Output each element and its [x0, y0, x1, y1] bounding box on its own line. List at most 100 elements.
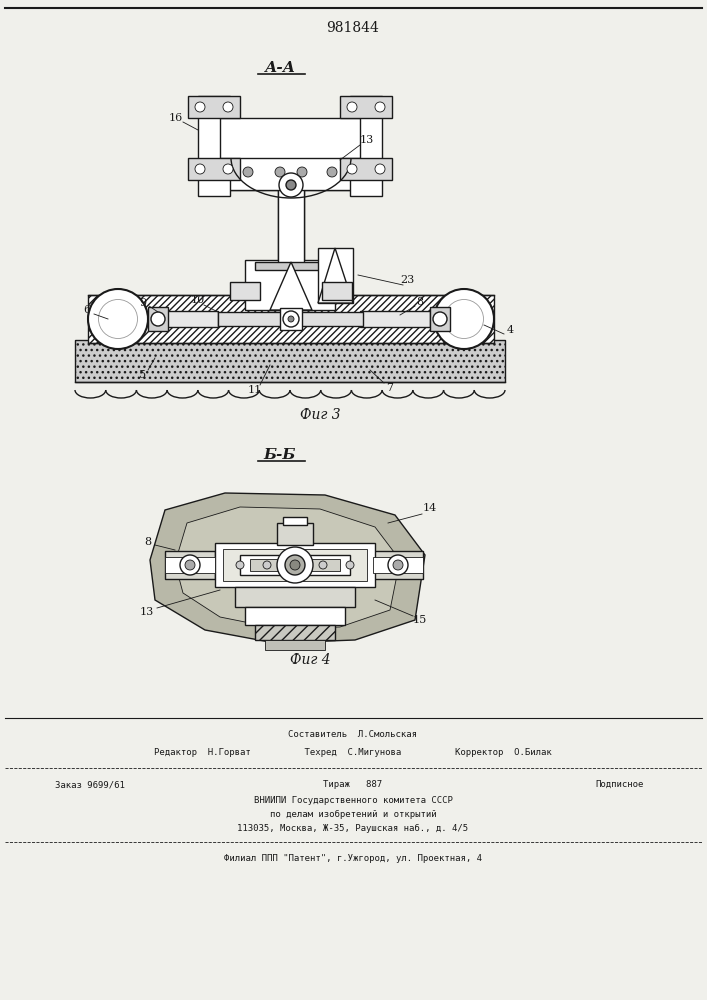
Circle shape [210, 167, 220, 177]
Bar [280, 308, 302, 330]
Text: 14: 14 [423, 503, 437, 513]
Bar [255, 262, 325, 270]
Bar [200, 155, 380, 190]
Text: 9: 9 [139, 298, 146, 308]
Circle shape [279, 173, 303, 197]
Text: 13: 13 [360, 135, 374, 145]
Bar [245, 260, 335, 310]
Circle shape [107, 308, 129, 330]
Bar [430, 307, 450, 331]
Text: Составитель  Л.Смольская: Составитель Л.Смольская [288, 730, 418, 739]
Bar [373, 551, 423, 579]
Circle shape [243, 167, 253, 177]
Circle shape [263, 561, 271, 569]
Text: 7: 7 [387, 383, 394, 393]
Text: 15: 15 [413, 615, 427, 625]
Circle shape [185, 560, 195, 570]
Bar [283, 517, 307, 525]
Bar [255, 625, 335, 640]
Bar [277, 523, 313, 545]
Polygon shape [75, 340, 505, 382]
Bar [188, 96, 240, 118]
Bar [148, 307, 168, 331]
Text: А-А: А-А [264, 61, 296, 75]
Text: 8: 8 [144, 537, 151, 547]
Polygon shape [88, 295, 494, 343]
Bar [318, 248, 353, 303]
Circle shape [286, 180, 296, 190]
Circle shape [277, 547, 313, 583]
Circle shape [236, 561, 244, 569]
Circle shape [288, 316, 294, 322]
Text: 5: 5 [139, 370, 146, 380]
Circle shape [434, 289, 494, 349]
Text: 981844: 981844 [327, 21, 380, 35]
Text: 6: 6 [83, 305, 90, 315]
Circle shape [375, 102, 385, 112]
Circle shape [433, 312, 447, 326]
Polygon shape [150, 493, 425, 643]
Text: Б-Б: Б-Б [264, 448, 296, 462]
Text: 4: 4 [506, 325, 513, 335]
Circle shape [388, 555, 408, 575]
Circle shape [223, 102, 233, 112]
Circle shape [355, 167, 365, 177]
Text: 11: 11 [248, 385, 262, 395]
Text: 16: 16 [169, 113, 183, 123]
Circle shape [375, 164, 385, 174]
Circle shape [285, 555, 305, 575]
Text: ВНИИПИ Государственного комитета СССР: ВНИИПИ Государственного комитета СССР [254, 796, 452, 805]
Circle shape [290, 560, 300, 570]
Bar [278, 185, 304, 265]
Bar [148, 311, 218, 327]
Circle shape [393, 560, 403, 570]
Bar [198, 96, 230, 196]
Bar [220, 118, 360, 158]
Polygon shape [175, 507, 400, 629]
Text: 113035, Москва, Ж-35, Раушская наб., д. 4/5: 113035, Москва, Ж-35, Раушская наб., д. … [238, 824, 469, 833]
Bar [218, 312, 363, 326]
Circle shape [180, 555, 200, 575]
Circle shape [98, 300, 137, 338]
Bar [230, 282, 260, 300]
Circle shape [88, 289, 148, 349]
Text: Филиал ППП "Патент", г.Ужгород, ул. Проектная, 4: Филиал ППП "Патент", г.Ужгород, ул. Прое… [224, 854, 482, 863]
Circle shape [445, 300, 484, 338]
Bar [340, 158, 392, 180]
Bar [265, 640, 325, 650]
Circle shape [151, 312, 165, 326]
Circle shape [223, 164, 233, 174]
Circle shape [347, 164, 357, 174]
Circle shape [297, 167, 307, 177]
Bar [165, 551, 215, 579]
Text: 8: 8 [416, 297, 423, 307]
Text: Тираж   887: Тираж 887 [323, 780, 382, 789]
Text: 13: 13 [140, 607, 154, 617]
Text: Фиг 4: Фиг 4 [290, 653, 330, 667]
Text: 10: 10 [191, 295, 205, 305]
Bar [340, 96, 392, 118]
Bar [223, 549, 367, 581]
Bar [245, 607, 345, 625]
Circle shape [327, 167, 337, 177]
Bar [350, 96, 382, 196]
Circle shape [275, 167, 285, 177]
Circle shape [346, 561, 354, 569]
Text: по делам изобретений и открытий: по делам изобретений и открытий [269, 810, 436, 819]
Text: Подписное: Подписное [596, 780, 644, 789]
Bar [360, 311, 430, 327]
Bar [188, 158, 240, 180]
Bar [165, 557, 215, 573]
Circle shape [347, 102, 357, 112]
Bar [250, 559, 340, 571]
Bar [322, 282, 352, 300]
Text: Фиг 3: Фиг 3 [300, 408, 340, 422]
Bar [373, 557, 423, 573]
Polygon shape [318, 248, 353, 303]
Text: Редактор  Н.Горват          Техред  С.Мигунова          Корректор  О.Билак: Редактор Н.Горват Техред С.Мигунова Корр… [154, 748, 552, 757]
Circle shape [195, 164, 205, 174]
Circle shape [195, 102, 205, 112]
Text: Заказ 9699/61: Заказ 9699/61 [55, 780, 125, 789]
Bar [240, 555, 350, 575]
Text: 23: 23 [400, 275, 414, 285]
